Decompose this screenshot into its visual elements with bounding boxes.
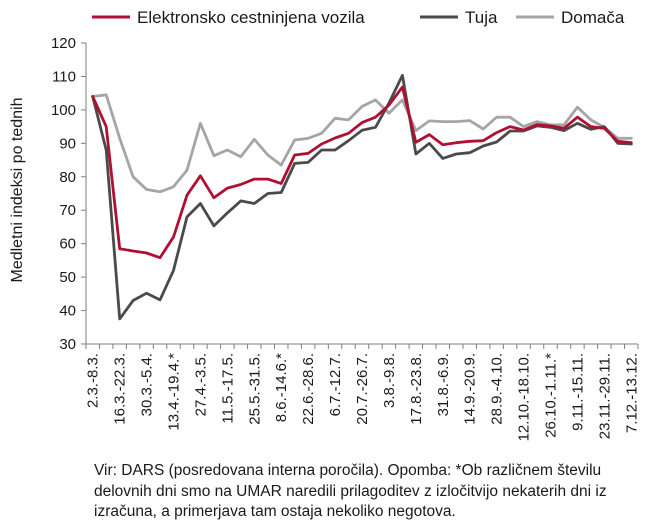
x-tick-label: 17.8.-23.8. [408,353,425,425]
x-tick-label: 11.5.-17.5. [219,353,236,424]
legend-label: Tuja [465,8,498,27]
source-note: Vir: DARS (posredovana interna poročila)… [94,462,607,520]
x-axis-ticks: 2.3.-8.3. 16.3.-22.3. 30.3.-5.4. 13.4.-19.4… [85,344,640,441]
x-tick-label: 14.9.-20.9. [462,353,479,425]
x-tick-label: 31.8.-6.9. [435,353,452,416]
chart-series [91,74,633,321]
y-tick-label: 100 [51,102,76,119]
x-tick-label: 7.12.-13.12. [623,353,640,433]
series-line-elektronsko-cestninjena-vozila [91,85,633,260]
x-tick-label: 28.9.-4.10. [489,353,506,425]
x-tick-label: 13.4.-19.4.* [166,353,183,431]
x-tick-label: 12.10.-18.10. [516,353,533,441]
y-tick-label: 40 [59,303,76,320]
y-tick-label: 50 [59,269,76,286]
x-tick-label: 20.7.-26.7. [354,353,371,425]
y-tick-label: 80 [59,169,76,186]
y-axis-label: Medletni indeksi po tednih [9,97,26,282]
series-line-tuja [91,74,633,321]
x-tick-label: 16.3.-22.3. [112,353,129,425]
x-tick-label: 23.11.-29.11. [596,353,613,439]
y-tick-label: 30 [59,336,76,353]
x-tick-label: 22.6.-28.6. [300,353,317,425]
y-tick-label: 60 [59,236,76,253]
x-tick-label: 30.3.-5.4. [139,353,156,416]
y-axis-ticks: 30 40 50 60 70 80 90 100 110 120 [51,35,86,353]
x-tick-label: 8.6.-14.6.* [273,353,290,422]
legend-label: Domača [561,8,625,27]
x-tick-label: 6.7.-12.7. [327,353,344,416]
y-tick-label: 90 [59,135,76,152]
series-line-domaca [91,93,633,194]
y-tick-label: 120 [51,35,76,52]
x-tick-label: 26.10.-1.11.* [542,353,559,438]
chart-legend: Elektronsko cestninjena vozila Tuja Domača [92,8,625,27]
x-tick-label: 3.8.-9.8. [381,353,398,408]
legend-label: Elektronsko cestninjena vozila [137,8,365,27]
y-tick-label: 70 [59,202,76,219]
x-tick-label: 27.4.-3.5. [192,353,209,416]
chart-axes [85,43,638,345]
x-tick-label: 25.5.-31.5. [246,353,263,425]
y-tick-label: 110 [52,68,76,85]
x-tick-label: 9.11.-15.11. [569,353,586,431]
x-tick-label: 2.3.-8.3. [85,353,102,408]
